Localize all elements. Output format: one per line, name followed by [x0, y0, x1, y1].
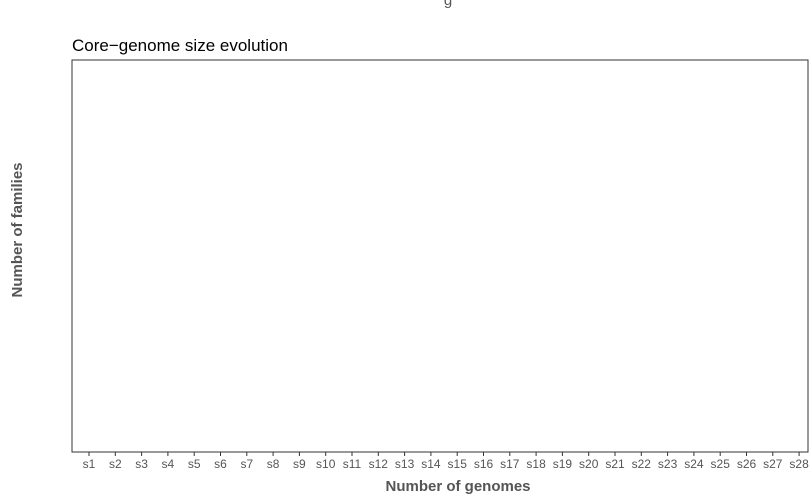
x-tick-label: s1 — [83, 457, 96, 471]
x-tick-label: s15 — [448, 457, 468, 471]
x-tick-label: s8 — [267, 457, 280, 471]
x-tick-label: s3 — [135, 457, 148, 471]
x-tick-label: s28 — [789, 457, 809, 471]
x-tick-label: s19 — [553, 457, 573, 471]
x-tick-label: s6 — [214, 457, 227, 471]
x-tick-label: s9 — [293, 457, 306, 471]
header-fragment: g — [444, 0, 452, 9]
x-axis: s1 s2 s3 s4 s5 s6 s7 s8 s9 s10 s11 s12 s13 s14 s15 s16 s… — [83, 452, 809, 471]
x-tick-label: s18 — [526, 457, 546, 471]
x-tick-label: s23 — [658, 457, 678, 471]
x-tick-label: s24 — [684, 457, 704, 471]
y-axis-title: Number of families — [9, 162, 26, 297]
x-tick-label: s13 — [395, 457, 415, 471]
x-axis-title: Number of genomes — [385, 478, 530, 495]
x-tick-label: s22 — [632, 457, 652, 471]
x-tick-label: s21 — [605, 457, 625, 471]
x-tick-label: s17 — [500, 457, 520, 471]
x-tick-label: s4 — [162, 457, 175, 471]
x-tick-label: s20 — [579, 457, 599, 471]
x-tick-label: s2 — [109, 457, 122, 471]
x-tick-label: s16 — [474, 457, 494, 471]
x-tick-label: s25 — [711, 457, 731, 471]
x-tick-label: s14 — [421, 457, 441, 471]
x-tick-label: s27 — [763, 457, 783, 471]
plot-frame — [71, 59, 809, 453]
x-tick-label: s7 — [240, 457, 253, 471]
chart-title: Core−genome size evolution — [72, 36, 288, 55]
x-tick-label: s12 — [369, 457, 389, 471]
x-tick-label: s5 — [188, 457, 201, 471]
x-tick-label: s10 — [316, 457, 336, 471]
x-tick-label: s11 — [343, 457, 362, 471]
x-tick-label: s26 — [737, 457, 757, 471]
